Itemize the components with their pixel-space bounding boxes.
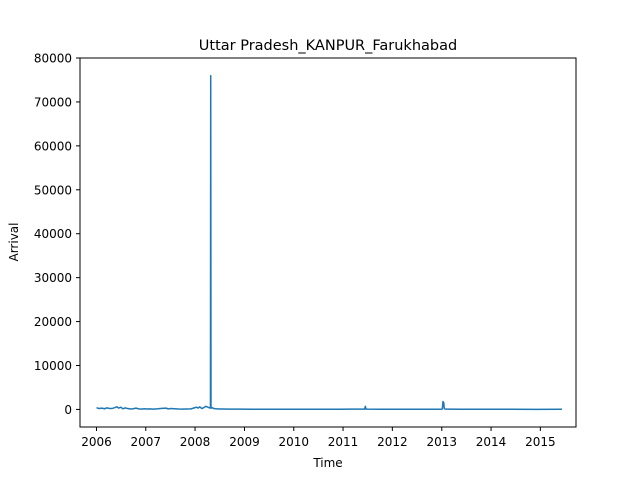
x-tick-label: 2015 xyxy=(525,435,556,449)
y-tick-label: 30000 xyxy=(34,271,72,285)
y-tick-label: 80000 xyxy=(34,52,72,66)
x-tick-label: 2007 xyxy=(130,435,161,449)
x-axis: 2006 2007 2008 2009 2010 2011 2012 2013 2014 2015 xyxy=(81,427,556,449)
y-tick-label: 50000 xyxy=(34,183,72,197)
plot-frame xyxy=(79,57,577,428)
chart-title: Uttar Pradesh_KANPUR_Farukhabad xyxy=(199,38,457,54)
x-tick-label: 2012 xyxy=(377,435,408,449)
series-line-0 xyxy=(96,74,562,411)
y-tick-label: 10000 xyxy=(34,359,72,373)
y-axis-label: Arrival xyxy=(7,223,21,262)
y-tick-label: 20000 xyxy=(34,315,72,329)
x-tick-label: 2009 xyxy=(229,435,260,449)
x-tick-label: 2011 xyxy=(328,435,359,449)
x-tick-label: 2014 xyxy=(476,435,507,449)
y-axis: 0 10000 20000 30000 40000 50000 60000 70000 8000… xyxy=(34,52,80,417)
x-tick-label: 2006 xyxy=(81,435,112,449)
x-tick-label: 2010 xyxy=(278,435,309,449)
series-layer xyxy=(96,74,562,411)
y-tick-label: 60000 xyxy=(34,139,72,153)
x-axis-label: Time xyxy=(312,456,342,470)
y-tick-label: 40000 xyxy=(34,227,72,241)
y-tick-label: 0 xyxy=(64,403,72,417)
x-tick-label: 2013 xyxy=(426,435,457,449)
x-tick-label: 2008 xyxy=(180,435,211,449)
y-tick-label: 70000 xyxy=(34,95,72,109)
